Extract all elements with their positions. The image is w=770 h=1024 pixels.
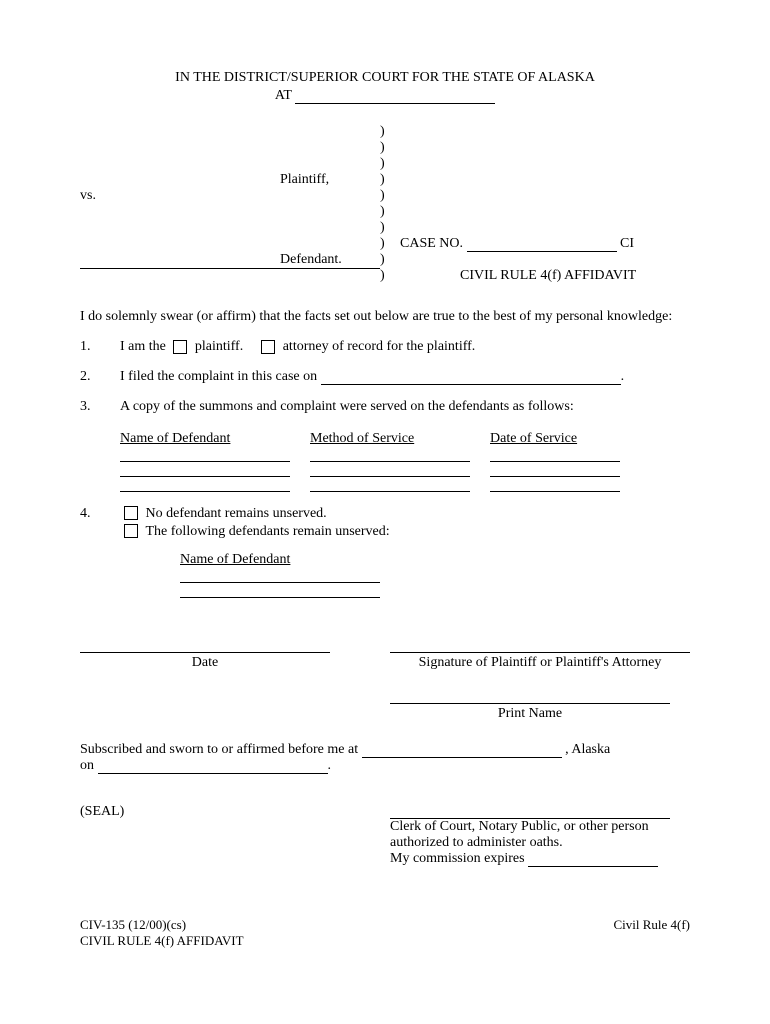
item-4-content: No defendant remains unserved. The follo… bbox=[120, 506, 690, 598]
caption-underline bbox=[80, 268, 380, 269]
item-1-content: I am the plaintiff. attorney of record f… bbox=[120, 339, 690, 355]
item-2-number: 2. bbox=[80, 369, 120, 385]
col-method-header: Method of Service bbox=[310, 431, 490, 447]
service-date-field[interactable] bbox=[490, 461, 620, 462]
service-method-field[interactable] bbox=[310, 476, 470, 477]
item-4-opt1: No defendant remains unserved. bbox=[146, 506, 327, 522]
clerk-signature-field[interactable] bbox=[390, 804, 670, 819]
service-row bbox=[120, 491, 690, 492]
seal-label: (SEAL) bbox=[80, 804, 390, 867]
subscribed-pre: Subscribed and sworn to or affirmed befo… bbox=[80, 742, 358, 757]
item-1-number: 1. bbox=[80, 339, 120, 355]
print-name-label: Print Name bbox=[390, 706, 670, 722]
subscribed-block: Subscribed and sworn to or affirmed befo… bbox=[80, 742, 690, 774]
commission-expires-line: My commission expires bbox=[390, 851, 690, 867]
item-1-pre: I am the bbox=[120, 339, 166, 354]
affidavit-title: CIVIL RULE 4(f) AFFIDAVIT bbox=[460, 268, 636, 284]
service-date-field[interactable] bbox=[490, 476, 620, 477]
caseno-label: CASE NO. bbox=[400, 236, 463, 251]
document-page: IN THE DISTRICT/SUPERIOR COURT FOR THE S… bbox=[0, 0, 770, 979]
caseno-suffix: CI bbox=[620, 236, 634, 251]
case-number-line: CASE NO. CI bbox=[400, 236, 634, 252]
clerk-block: (SEAL) Clerk of Court, Notary Public, or… bbox=[80, 804, 690, 867]
footer: CIV-135 (12/00)(cs) CIVIL RULE 4(f) AFFI… bbox=[80, 917, 690, 949]
defendant-name-field[interactable] bbox=[120, 476, 290, 477]
unserved-name-field[interactable] bbox=[180, 582, 380, 583]
signature-field[interactable] bbox=[390, 638, 690, 653]
no-unserved-checkbox[interactable] bbox=[124, 506, 138, 520]
footer-right: Civil Rule 4(f) bbox=[613, 917, 690, 949]
caption-parens: ))))) ))))) bbox=[380, 124, 385, 284]
service-row bbox=[120, 476, 690, 477]
complaint-date-field[interactable] bbox=[321, 384, 621, 385]
date-column: Date bbox=[80, 638, 330, 671]
item-1-opt1: plaintiff. bbox=[195, 339, 243, 354]
commission-date-field[interactable] bbox=[528, 866, 658, 867]
item-3-number: 3. bbox=[80, 399, 120, 415]
court-at-line: AT bbox=[80, 88, 690, 104]
item-4-opt2: The following defendants remain unserved… bbox=[146, 524, 390, 540]
defendant-name-field[interactable] bbox=[120, 491, 290, 492]
item-1: 1. I am the plaintiff. attorney of recor… bbox=[80, 339, 690, 355]
vs-label: vs. bbox=[80, 188, 96, 204]
service-method-field[interactable] bbox=[310, 491, 470, 492]
defendant-name-field[interactable] bbox=[120, 461, 290, 462]
date-field[interactable] bbox=[80, 638, 330, 653]
commission-expires-label: My commission expires bbox=[390, 851, 525, 866]
item-2: 2. I filed the complaint in this case on… bbox=[80, 369, 690, 385]
item-3: 3. A copy of the summons and complaint w… bbox=[80, 399, 690, 415]
item-1-opt2: attorney of record for the plaintiff. bbox=[283, 339, 476, 354]
header: IN THE DISTRICT/SUPERIOR COURT FOR THE S… bbox=[80, 70, 690, 104]
service-headers: Name of Defendant Method of Service Date… bbox=[120, 431, 690, 447]
item-3-content: A copy of the summons and complaint were… bbox=[120, 399, 690, 415]
case-number-field[interactable] bbox=[467, 251, 617, 252]
signature-block: Date Signature of Plaintiff or Plaintiff… bbox=[80, 638, 690, 671]
form-title: CIVIL RULE 4(f) AFFIDAVIT bbox=[80, 933, 244, 949]
plaintiff-checkbox[interactable] bbox=[173, 340, 187, 354]
at-location-field[interactable] bbox=[295, 103, 495, 104]
clerk-line1: Clerk of Court, Notary Public, or other … bbox=[390, 819, 690, 835]
at-label: AT bbox=[275, 88, 292, 103]
print-name-field[interactable] bbox=[390, 689, 670, 704]
form-number: CIV-135 (12/00)(cs) bbox=[80, 917, 244, 933]
clerk-right: Clerk of Court, Notary Public, or other … bbox=[390, 804, 690, 867]
oath-text: I do solemnly swear (or affirm) that the… bbox=[80, 309, 690, 325]
date-label: Date bbox=[80, 655, 330, 671]
print-name-block: Print Name bbox=[390, 689, 690, 722]
subscribed-date-field[interactable] bbox=[98, 773, 328, 774]
attorney-checkbox[interactable] bbox=[261, 340, 275, 354]
clerk-line2: authorized to administer oaths. bbox=[390, 835, 690, 851]
unserved-name-field[interactable] bbox=[180, 597, 380, 598]
item-4-number: 4. bbox=[80, 506, 120, 598]
item-4: 4. No defendant remains unserved. The fo… bbox=[80, 506, 690, 598]
subscribed-state: , Alaska bbox=[565, 742, 610, 757]
footer-left: CIV-135 (12/00)(cs) CIVIL RULE 4(f) AFFI… bbox=[80, 917, 244, 949]
court-title: IN THE DISTRICT/SUPERIOR COURT FOR THE S… bbox=[80, 70, 690, 86]
unserved-name-block: Name of Defendant bbox=[180, 552, 690, 598]
item-2-text: I filed the complaint in this case on bbox=[120, 369, 317, 384]
item-2-content: I filed the complaint in this case on . bbox=[120, 369, 690, 385]
subscribed-on: on bbox=[80, 758, 94, 773]
service-row bbox=[120, 461, 690, 462]
service-table: Name of Defendant Method of Service Date… bbox=[120, 431, 690, 492]
subscribed-location-field[interactable] bbox=[362, 757, 562, 758]
unserved-remain-checkbox[interactable] bbox=[124, 524, 138, 538]
plaintiff-label: Plaintiff, bbox=[280, 172, 329, 188]
col-name-header: Name of Defendant bbox=[120, 431, 310, 447]
unserved-name-header: Name of Defendant bbox=[180, 552, 690, 568]
service-date-field[interactable] bbox=[490, 491, 620, 492]
service-method-field[interactable] bbox=[310, 461, 470, 462]
signature-column: Signature of Plaintiff or Plaintiff's At… bbox=[390, 638, 690, 671]
col-date-header: Date of Service bbox=[490, 431, 640, 447]
case-caption: ))))) ))))) Plaintiff, vs. Defendant. CA… bbox=[80, 124, 690, 289]
defendant-label: Defendant. bbox=[280, 252, 342, 268]
signature-label: Signature of Plaintiff or Plaintiff's At… bbox=[390, 655, 690, 671]
